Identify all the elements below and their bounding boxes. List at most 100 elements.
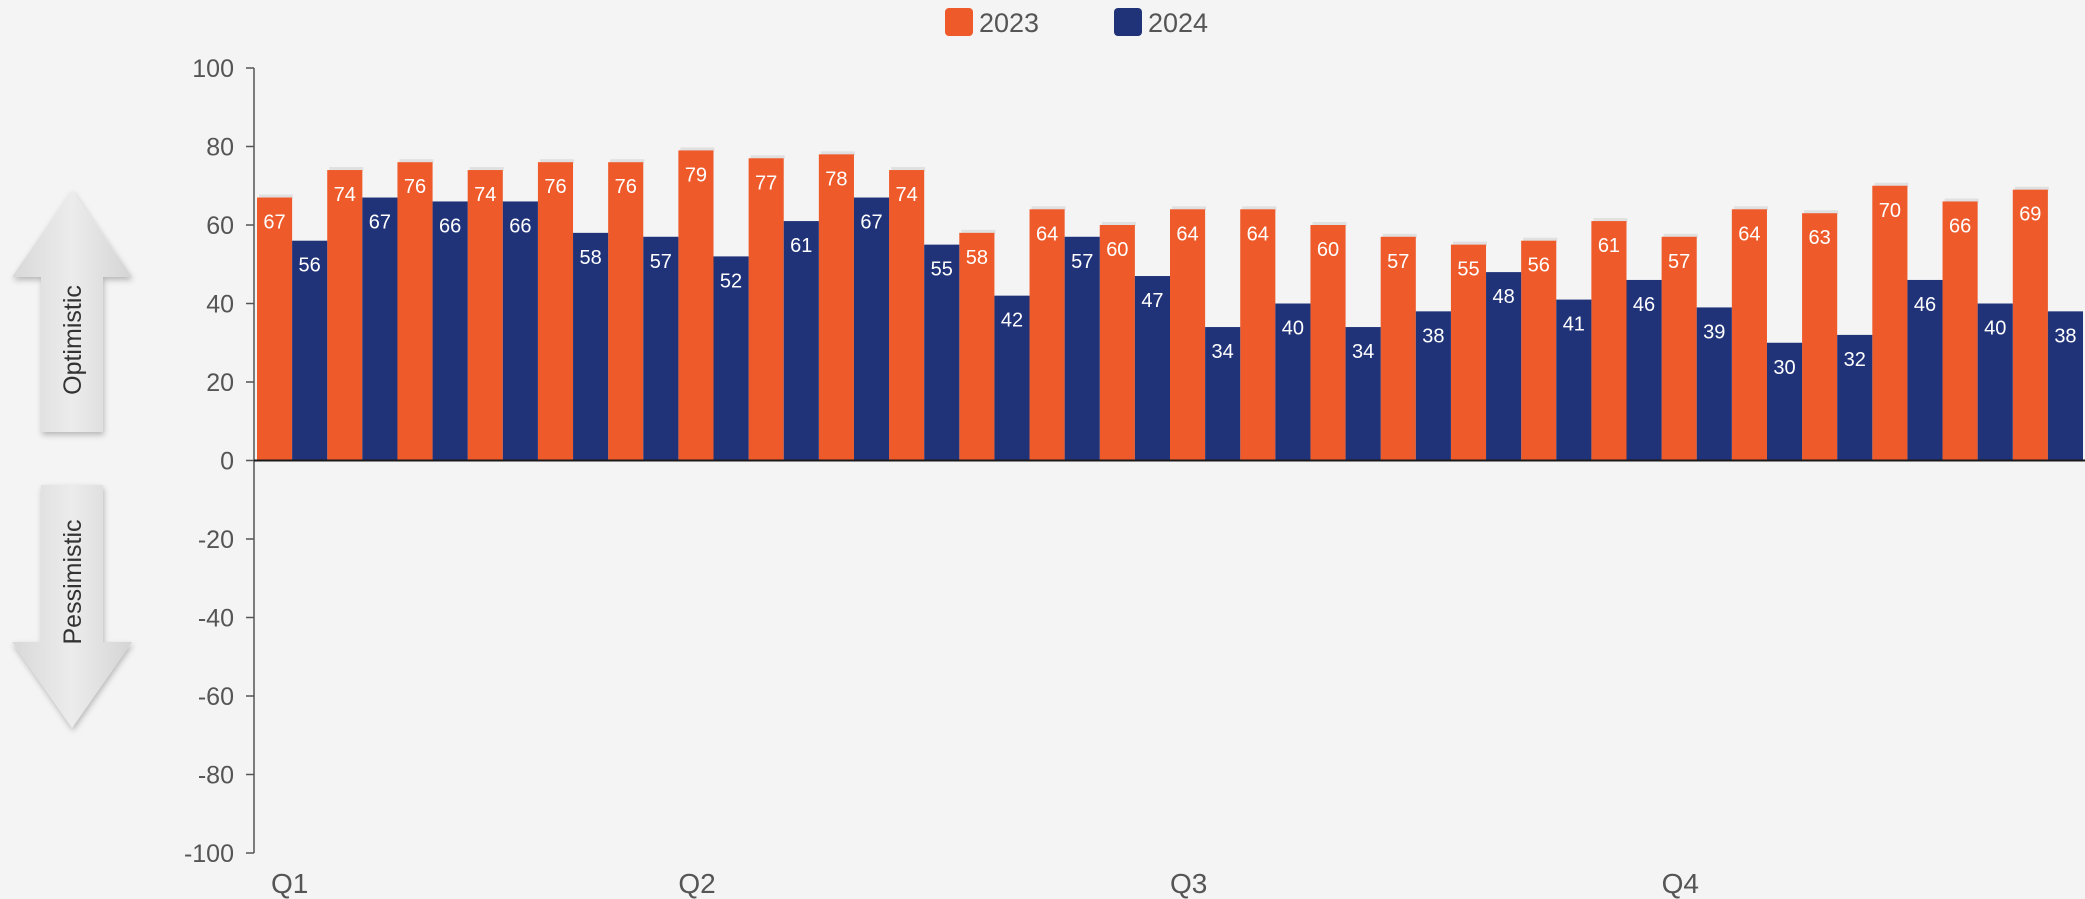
bar-2024-16 xyxy=(1415,311,1451,461)
value-label-2024-17: 48 xyxy=(1492,286,1514,308)
optimistic-label: Optimistic xyxy=(59,285,87,395)
bar-2024-3 xyxy=(502,201,538,461)
bar-2023-22 xyxy=(1802,213,1838,461)
bar-top-shadow xyxy=(820,151,855,156)
quarter-label-q4: Q4 xyxy=(1662,868,1699,899)
bar-2024-13 xyxy=(1205,327,1241,461)
bar-top-shadow xyxy=(891,167,926,172)
value-label-2023-4: 76 xyxy=(544,176,566,198)
bar-2023-25 xyxy=(2012,189,2048,461)
bar-2023-18 xyxy=(1521,240,1557,461)
bar-2023-2 xyxy=(397,162,433,461)
bar-top-shadow xyxy=(1523,237,1558,242)
bar-2023-24 xyxy=(1942,201,1978,461)
bar-2024-8 xyxy=(853,197,890,461)
quarter-label-q2: Q2 xyxy=(678,868,715,899)
bar-top-shadow xyxy=(680,147,715,152)
bar-top-shadow xyxy=(1101,222,1136,226)
bar-2023-9 xyxy=(889,170,925,461)
bar-2024-21 xyxy=(1766,342,1803,461)
value-label-2023-13: 64 xyxy=(1176,223,1198,245)
bar-2023-19 xyxy=(1591,221,1627,461)
pessimistic-label: Pessimistic xyxy=(59,519,87,644)
bar-top-shadow xyxy=(539,159,575,164)
bar-2024-1 xyxy=(362,197,398,461)
value-label-2023-6: 79 xyxy=(685,164,707,186)
bar-2023-5 xyxy=(608,162,644,461)
bar-2024-0 xyxy=(292,240,328,461)
bar-top-shadow xyxy=(610,159,645,164)
value-label-2023-9: 74 xyxy=(896,184,918,206)
bar-2024-24 xyxy=(1977,303,2013,461)
bar-2024-20 xyxy=(1696,307,1732,461)
value-label-2024-11: 57 xyxy=(1071,251,1093,273)
bar-2024-5 xyxy=(643,236,679,461)
bar-2023-13 xyxy=(1170,209,1206,461)
value-label-2024-14: 40 xyxy=(1282,318,1304,340)
bar-2024-22 xyxy=(1837,334,1873,461)
bar-top-shadow xyxy=(1382,233,1417,238)
bar-2023-6 xyxy=(678,150,714,461)
value-label-2023-18: 56 xyxy=(1528,255,1550,277)
bar-top-shadow xyxy=(961,229,996,234)
bar-2024-6 xyxy=(713,256,749,461)
bar-top-shadow xyxy=(2014,186,2049,191)
bar-2024-4 xyxy=(573,232,609,461)
value-label-2023-20: 57 xyxy=(1668,251,1690,273)
bar-2024-14 xyxy=(1275,303,1311,461)
y-tick-label: 0 xyxy=(220,448,234,476)
value-label-2024-22: 32 xyxy=(1844,349,1866,371)
value-label-2024-5: 57 xyxy=(650,251,672,273)
y-tick-label: 80 xyxy=(206,134,234,162)
bar-top-shadow xyxy=(1312,222,1347,226)
value-label-2024-24: 40 xyxy=(1984,318,2006,340)
bar-2023-20 xyxy=(1661,236,1697,461)
bar-2023-7 xyxy=(748,158,784,461)
bar-top-shadow xyxy=(259,194,294,199)
bar-top-shadow xyxy=(1593,218,1628,223)
value-label-2024-4: 58 xyxy=(579,247,601,269)
bar-2024-2 xyxy=(432,201,468,461)
value-labels: 67 74 76 74 76 76 79 77 78 74 58 64 60 64 64 60 57 55 56 61… xyxy=(263,164,2076,378)
bar-top-shadow xyxy=(1874,182,1909,187)
value-label-2023-17: 55 xyxy=(1457,259,1479,281)
legend-label-2023: 2023 xyxy=(979,8,1039,38)
value-label-2024-13: 34 xyxy=(1212,341,1234,363)
value-label-2024-21: 30 xyxy=(1773,357,1795,379)
bar-2023-11 xyxy=(1029,209,1065,461)
bar-2024-19 xyxy=(1626,279,1662,461)
bar-2023-17 xyxy=(1450,244,1487,461)
x-axis: Q1 Q2 Q3 Q4 xyxy=(254,459,2085,899)
value-label-2024-15: 34 xyxy=(1352,341,1374,363)
value-label-2024-0: 56 xyxy=(299,255,321,277)
value-label-2023-7: 77 xyxy=(755,172,777,194)
bar-top-shadow xyxy=(469,167,504,172)
value-label-2023-10: 58 xyxy=(966,247,988,269)
legend-swatch-2023 xyxy=(945,8,973,36)
y-tick-label: 60 xyxy=(206,212,234,240)
value-label-2023-19: 61 xyxy=(1598,235,1620,257)
y-tick-label: -60 xyxy=(198,683,234,711)
bar-2024-17 xyxy=(1486,272,1522,461)
value-label-2024-1: 67 xyxy=(369,212,391,234)
legend: 2023 2024 xyxy=(945,8,1208,38)
value-label-2023-22: 63 xyxy=(1809,227,1831,249)
value-label-2024-6: 52 xyxy=(720,270,742,292)
value-label-2024-18: 41 xyxy=(1563,314,1585,336)
bar-2023-3 xyxy=(467,170,503,461)
bar-top-shadow xyxy=(1172,206,1207,211)
value-label-2023-0: 67 xyxy=(263,212,285,234)
value-label-2024-12: 47 xyxy=(1141,290,1163,312)
bar-top-shadow xyxy=(1242,206,1277,211)
value-label-2024-19: 46 xyxy=(1633,294,1655,316)
bar-2023-1 xyxy=(327,170,363,461)
y-tick-label: 100 xyxy=(192,55,234,83)
bar-2024-12 xyxy=(1134,276,1170,461)
optimistic-arrow xyxy=(12,190,132,432)
bar-2023-10 xyxy=(959,232,995,461)
y-tick-label: 40 xyxy=(206,291,234,319)
y-tick-label: -40 xyxy=(198,605,234,633)
value-label-2023-5: 76 xyxy=(615,176,637,198)
y-tick-label: -100 xyxy=(184,840,234,868)
